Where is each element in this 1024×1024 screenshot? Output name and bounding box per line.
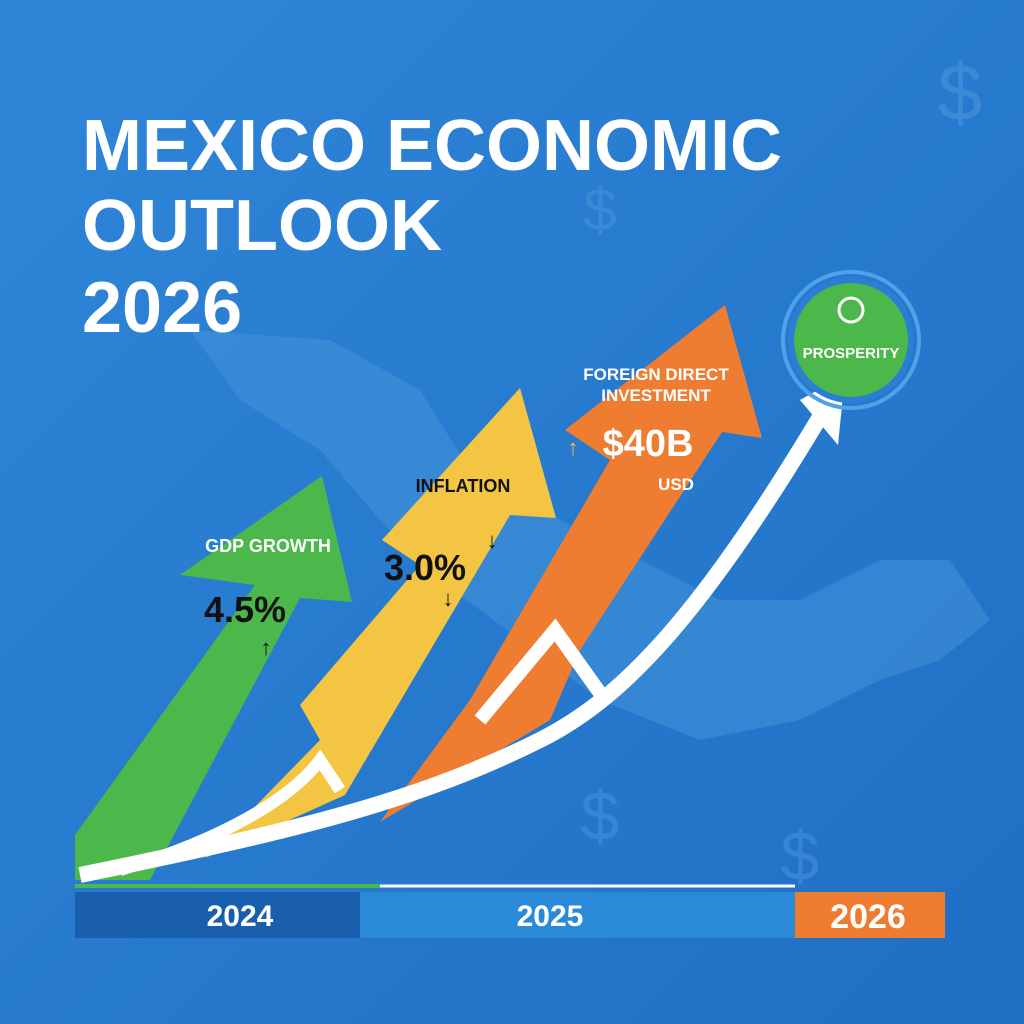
down-arrow-icon: ↓ (443, 586, 454, 611)
timeline-segment (795, 892, 945, 938)
trend-zigzag (474, 618, 611, 725)
year-label: 2025 (517, 900, 584, 933)
indicator-unit: USD (658, 475, 694, 494)
trend-arrow-secondary (118, 749, 345, 876)
title-line: MEXICO ECONOMIC (82, 106, 782, 186)
badge (788, 277, 914, 403)
title-line: 2026 (82, 268, 242, 348)
timeline-segment (75, 892, 360, 938)
inflation-arrow (205, 388, 556, 858)
indicator-label: GDP GROWTH (205, 536, 331, 556)
sun-icon (837, 296, 865, 324)
timeline-segment (360, 892, 795, 938)
dollar-icon: $ (581, 777, 620, 855)
indicator-label: INVESTMENT (601, 386, 711, 405)
badge-ring (781, 270, 921, 410)
gdp-arrow (75, 476, 352, 880)
year-label: 2024 (207, 900, 274, 933)
year-label: 2026 (830, 898, 906, 936)
title-line: OUTLOOK (82, 186, 442, 266)
dollar-icon: $ (583, 176, 616, 243)
fdi-arrow (380, 305, 762, 822)
dollar-icon: $ (781, 817, 820, 895)
trend-arrow (78, 395, 837, 883)
indicator-label: FOREIGN DIRECT (583, 365, 729, 384)
up-arrow-icon: ↑ (568, 435, 579, 460)
indicator-label: INFLATION (416, 476, 511, 496)
up-arrow-icon: ↑ (261, 635, 272, 660)
dollar-icon: $ (938, 48, 983, 137)
indicator-value: 4.5% (204, 589, 286, 630)
indicator-value: 3.0% (384, 547, 466, 588)
down-arrow-icon: ↓ (487, 528, 498, 553)
badge-label: PROSPERITY (803, 345, 900, 362)
indicator-value: $40B (603, 423, 694, 465)
